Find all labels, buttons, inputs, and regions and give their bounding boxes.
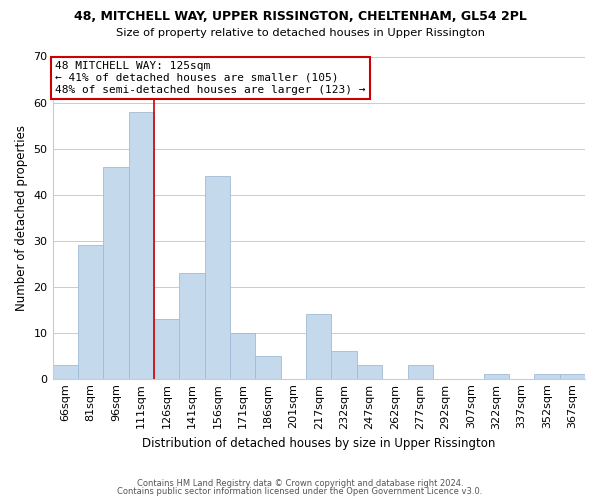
Bar	[484, 374, 509, 378]
Bar	[230, 332, 256, 378]
Bar	[306, 314, 331, 378]
X-axis label: Distribution of detached houses by size in Upper Rissington: Distribution of detached houses by size …	[142, 437, 496, 450]
Text: Size of property relative to detached houses in Upper Rissington: Size of property relative to detached ho…	[115, 28, 485, 38]
Text: 48 MITCHELL WAY: 125sqm
← 41% of detached houses are smaller (105)
48% of semi-d: 48 MITCHELL WAY: 125sqm ← 41% of detache…	[55, 62, 366, 94]
Bar	[407, 365, 433, 378]
Bar	[357, 365, 382, 378]
Y-axis label: Number of detached properties: Number of detached properties	[15, 124, 28, 310]
Bar	[103, 167, 128, 378]
Bar	[53, 365, 78, 378]
Bar	[256, 356, 281, 378]
Text: 48, MITCHELL WAY, UPPER RISSINGTON, CHELTENHAM, GL54 2PL: 48, MITCHELL WAY, UPPER RISSINGTON, CHEL…	[74, 10, 526, 23]
Text: Contains public sector information licensed under the Open Government Licence v3: Contains public sector information licen…	[118, 487, 482, 496]
Bar	[560, 374, 585, 378]
Bar	[534, 374, 560, 378]
Text: Contains HM Land Registry data © Crown copyright and database right 2024.: Contains HM Land Registry data © Crown c…	[137, 478, 463, 488]
Bar	[78, 245, 103, 378]
Bar	[205, 176, 230, 378]
Bar	[331, 351, 357, 378]
Bar	[179, 273, 205, 378]
Bar	[154, 319, 179, 378]
Bar	[128, 112, 154, 378]
